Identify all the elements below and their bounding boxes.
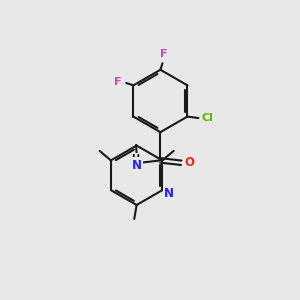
Text: F: F [114, 77, 122, 87]
Text: Cl: Cl [201, 113, 213, 123]
Text: N: N [164, 187, 174, 200]
Text: N: N [132, 159, 142, 172]
Text: F: F [160, 49, 168, 59]
Text: O: O [184, 156, 194, 169]
Text: H: H [131, 154, 139, 164]
